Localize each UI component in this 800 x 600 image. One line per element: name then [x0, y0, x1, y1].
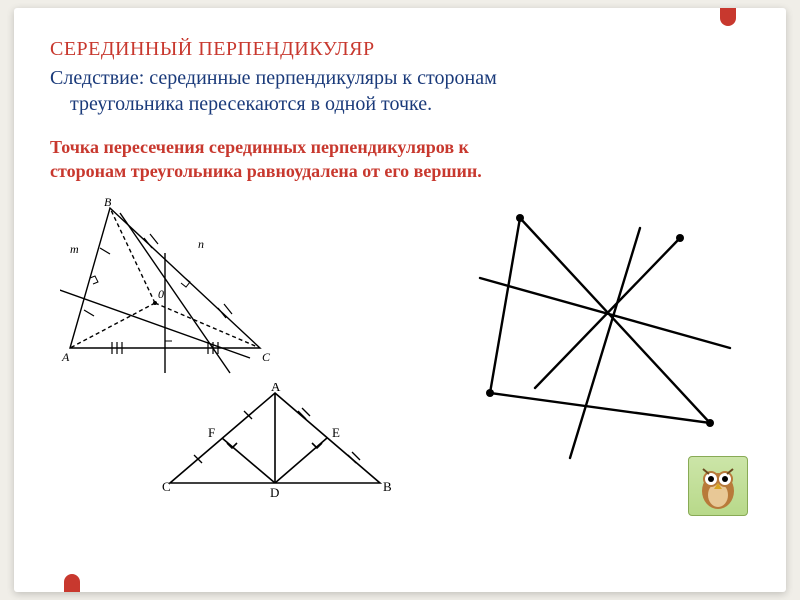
statement-line-1: Точка пересечения серединных перпендикул… — [50, 137, 469, 157]
subtitle-line-2: треугольника пересекаются в одной точке. — [50, 91, 750, 117]
svg-text:C: C — [262, 350, 271, 364]
figure-1: A B C 0 m n — [60, 198, 290, 378]
subtitle: Следствие: серединные перпендикуляры к с… — [50, 65, 750, 117]
svg-text:n: n — [198, 237, 204, 251]
statement-line-2: сторонам треугольника равноудалена от ег… — [50, 161, 482, 181]
figures-area: A B C 0 m n — [50, 198, 750, 518]
figure-3 — [450, 208, 750, 468]
svg-text:0: 0 — [158, 287, 164, 301]
accent-bottom — [64, 574, 80, 592]
statement: Точка пересечения серединных перпендикул… — [50, 135, 750, 184]
svg-text:F: F — [208, 425, 215, 440]
svg-text:E: E — [332, 425, 340, 440]
page-title: СЕРЕДИННЫЙ ПЕРПЕНДИКУЛЯР — [50, 38, 750, 61]
svg-text:m: m — [70, 242, 79, 256]
owl-icon — [688, 456, 748, 516]
figure-2: A B C D E F — [160, 383, 400, 503]
svg-text:A: A — [61, 350, 70, 364]
svg-text:B: B — [383, 479, 392, 494]
svg-text:A: A — [271, 383, 281, 394]
svg-text:B: B — [104, 198, 112, 209]
subtitle-line-1: Следствие: серединные перпендикуляры к с… — [50, 67, 497, 89]
accent-top — [720, 8, 736, 26]
slide: СЕРЕДИННЫЙ ПЕРПЕНДИКУЛЯР Следствие: сере… — [14, 8, 786, 592]
svg-text:D: D — [270, 485, 279, 500]
svg-text:C: C — [162, 479, 171, 494]
